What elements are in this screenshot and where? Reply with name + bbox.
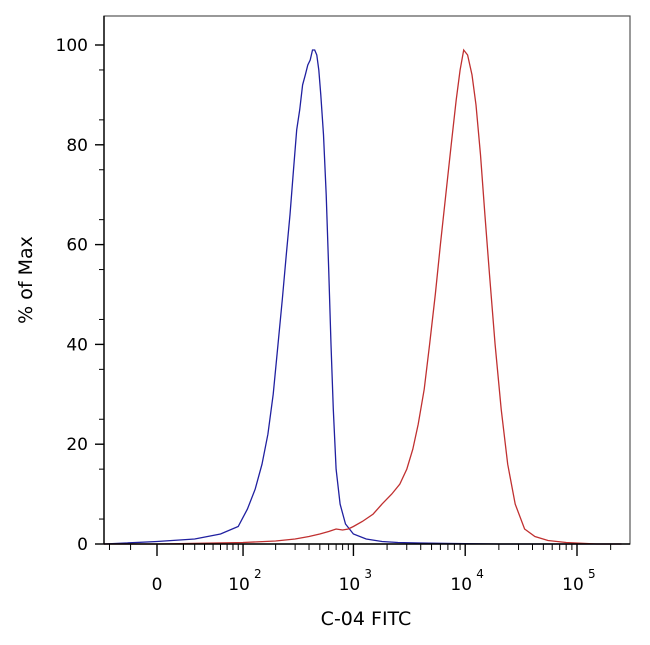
plot-frame: [103, 15, 631, 545]
y-tick-label: 100: [56, 36, 88, 56]
x-tick-label: 10: [450, 575, 472, 595]
x-tick-exponent: 2: [254, 567, 262, 581]
x-tick-label: 10: [339, 575, 361, 595]
y-tick-label: 80: [66, 136, 88, 156]
series-line-2: [104, 48, 622, 545]
y-tick-label: 0: [77, 535, 88, 555]
y-axis-title: % of Max: [15, 236, 37, 324]
y-tick-label: 60: [66, 236, 88, 256]
y-axis: 0 20 40 60 80 100: [56, 16, 105, 555]
y-tick-label: 20: [66, 435, 88, 455]
x-tick-label: 10: [228, 575, 250, 595]
curves-layer: [103, 48, 622, 545]
y-tick-label: 40: [66, 335, 88, 355]
x-tick-exponent: 4: [476, 567, 484, 581]
x-tick-exponent: 5: [588, 567, 596, 581]
x-tick-label: 0: [152, 575, 163, 595]
x-tick-label: 10: [562, 575, 584, 595]
x-axis-title: C-04 FITC: [321, 608, 412, 630]
x-tick-exponent: 3: [364, 567, 372, 581]
series-line-1: [103, 49, 622, 545]
